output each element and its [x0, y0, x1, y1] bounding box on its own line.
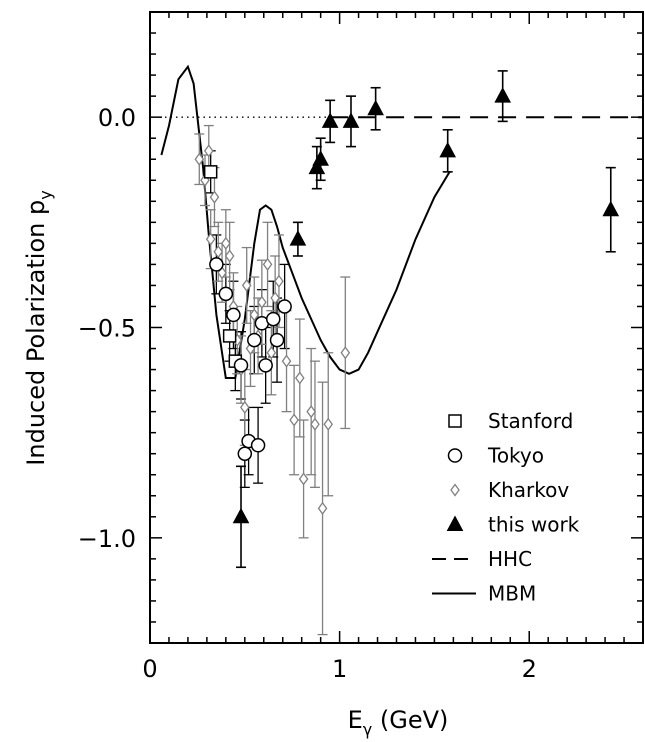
legend-tokyo-label: Tokyo: [487, 444, 544, 468]
kharkov-point: [317, 501, 328, 515]
kharkov-point: [310, 417, 320, 431]
y-tick-label: −0.5: [78, 315, 136, 343]
x-axis-label: Eγ (GeV): [348, 706, 449, 739]
x-tick-label: 1: [332, 655, 347, 683]
this-work-point: [342, 112, 360, 128]
kharkov-point: [213, 245, 224, 259]
stanford-point: [222, 329, 237, 343]
this-work-point: [321, 112, 339, 128]
mbm-curve: [160, 64, 451, 379]
x-tick-label: 2: [522, 655, 537, 683]
kharkov-point: [274, 274, 284, 288]
x-tick-label: 0: [142, 655, 157, 683]
kharkov-point: [224, 249, 235, 263]
tokyo-point: [237, 446, 253, 461]
legend-mbm-label: MBM: [488, 582, 536, 606]
tokyo-point: [218, 286, 234, 302]
data-markers: [194, 87, 620, 524]
stanford-point: [203, 165, 218, 179]
kharkov-point: [262, 257, 273, 272]
tokyo-point: [266, 311, 281, 327]
kharkov-point: [266, 346, 277, 360]
legend-kharkov-label: Kharkov: [488, 478, 569, 502]
axis-ticks: [149, 11, 644, 644]
legend-tokyo-swatch: [447, 448, 463, 463]
kharkov-point: [257, 295, 267, 309]
plot-frame: [149, 11, 644, 644]
this-work-point: [602, 200, 620, 217]
legend: Stanford Tokyo Kharkov this work HHC MBM: [432, 409, 580, 606]
tokyo-point: [277, 299, 292, 314]
kharkov-point: [281, 354, 292, 368]
kharkov-point: [209, 190, 220, 204]
legend-stanford-label: Stanford: [488, 409, 573, 433]
tick-labels: 0 1 2 0.0 −0.5 −1.0: [78, 104, 537, 683]
tokyo-point: [209, 257, 224, 272]
error-bars: [194, 70, 616, 636]
kharkov-point: [194, 152, 205, 166]
y-axis-label: Induced Polarization py: [22, 190, 55, 465]
tokyo-point: [269, 332, 285, 348]
kharkov-point: [221, 236, 231, 250]
this-work-point: [289, 230, 307, 246]
tokyo-point: [226, 307, 241, 323]
tokyo-point: [247, 332, 262, 348]
legend-this-work-label: this work: [488, 513, 580, 537]
tokyo-point: [233, 358, 249, 373]
kharkov-point: [298, 472, 309, 486]
tokyo-point: [258, 358, 273, 373]
kharkov-point: [323, 417, 334, 431]
kharkov-point: [203, 144, 214, 158]
plot-border: [149, 11, 644, 644]
kharkov-point: [340, 346, 351, 360]
legend-kharkov-swatch: [450, 483, 460, 497]
kharkov-point: [270, 291, 280, 305]
kharkov-point: [289, 413, 299, 427]
this-work-point: [367, 99, 384, 116]
tokyo-point: [250, 438, 266, 453]
this-work-point: [308, 158, 326, 175]
y-tick-label: 0.0: [98, 104, 136, 132]
this-work-point: [232, 507, 250, 524]
kharkov-point: [306, 405, 316, 419]
this-work-point: [439, 141, 457, 158]
this-work-point: [312, 150, 329, 166]
model-curves: [160, 64, 643, 379]
this-work-point: [494, 87, 512, 103]
kharkov-point: [241, 278, 252, 293]
kharkov-point: [240, 400, 250, 415]
legend-this-work-swatch: [446, 515, 464, 531]
kharkov-point: [249, 308, 260, 322]
legend-stanford-swatch: [448, 414, 462, 428]
legend-hhc-label: HHC: [488, 547, 532, 571]
y-tick-label: −1.0: [78, 525, 136, 553]
kharkov-point: [205, 232, 216, 246]
kharkov-point: [294, 371, 305, 385]
